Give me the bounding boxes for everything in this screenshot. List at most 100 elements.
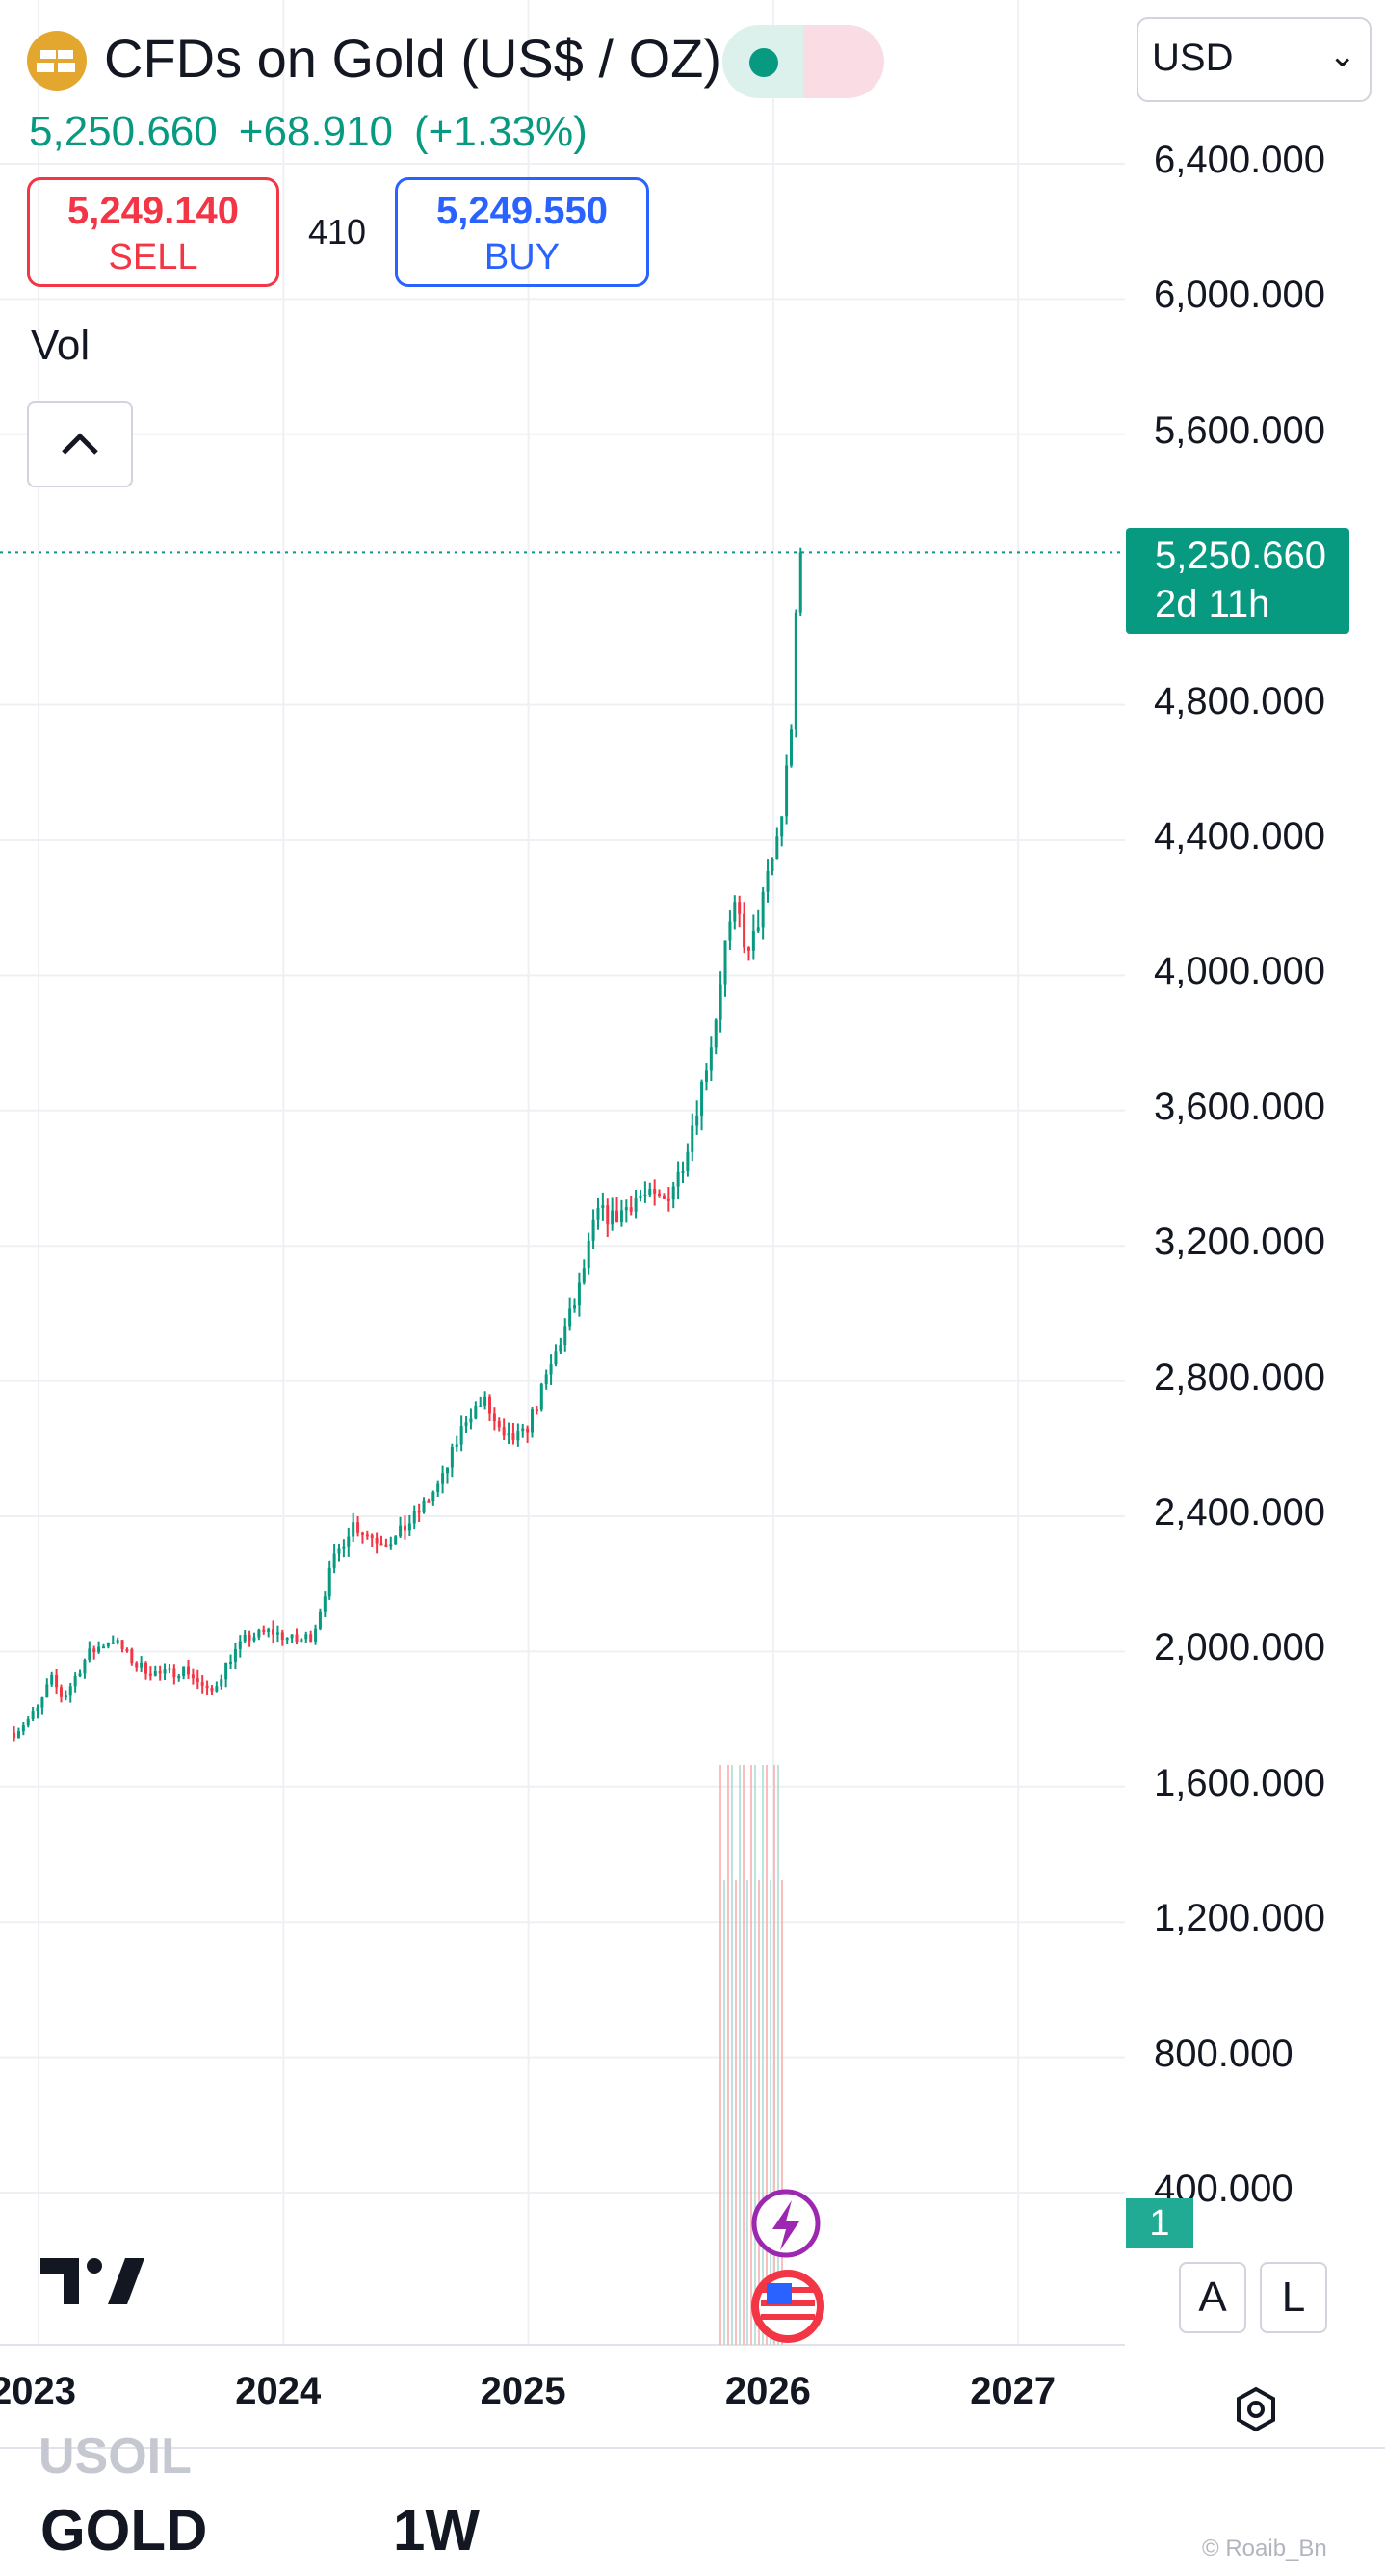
candle-body [436,1483,440,1492]
candle-body [422,1500,426,1513]
candle-body [300,1639,303,1643]
candle-body [314,1628,318,1642]
candle-body [342,1546,346,1549]
currency-select[interactable]: USD ⌄ [1137,17,1372,102]
candle-body [153,1670,157,1676]
symbol-title[interactable]: CFDs on Gold (US$ / OZ) [104,28,722,89]
auto-scale-button[interactable]: A [1179,2262,1246,2333]
volume-bars [719,1765,783,2345]
lightning-icon[interactable] [751,2189,821,2258]
candle-body [733,902,737,922]
bottom-toolbar [0,2447,1385,2576]
candle-body [606,1205,610,1225]
candle-body [780,816,784,837]
candle-body [445,1467,449,1474]
log-scale-button[interactable]: L [1260,2262,1327,2333]
price-tick-label: 800.000 [1154,2032,1294,2075]
candle-body [441,1473,445,1484]
candle-body [304,1634,308,1640]
previous-ticker[interactable]: USOIL [39,2429,192,2484]
candle-body [332,1553,336,1568]
price-tick-label: 4,400.000 [1154,815,1325,857]
candle-body [347,1536,351,1547]
candle-body [220,1679,223,1687]
candle-body [191,1674,195,1679]
price-tick-label: 6,000.000 [1154,274,1325,317]
candle-body [135,1663,139,1668]
buy-button[interactable]: 5,249.550 BUY [395,177,649,287]
candle-body [280,1632,284,1641]
candle-body [229,1661,233,1664]
candle-body [714,1019,718,1048]
candle-body [92,1648,96,1653]
price-change-pct: (+1.33%) [414,108,588,155]
candle-body [587,1240,590,1269]
candle-body [412,1511,416,1524]
candle-body [653,1189,657,1194]
candle-body [563,1326,567,1346]
candle-body [148,1673,152,1676]
candle-series [13,547,802,1742]
candle-body [205,1685,209,1689]
candle-body [771,858,774,871]
market-status-pill[interactable]: ≈ [722,25,884,98]
candle-body [648,1189,652,1196]
candle-body [55,1674,59,1688]
price-tick-label: 4,800.000 [1154,679,1325,723]
candle-body [243,1634,247,1642]
candle-body [469,1418,473,1423]
candle-body [101,1646,105,1649]
candle-body [384,1544,388,1547]
chevron-down-icon: ⌄ [1328,38,1357,74]
candle-body [728,921,732,941]
candle-body [97,1646,101,1653]
candle-body [177,1675,181,1678]
sell-button[interactable]: 5,249.140 SELL [27,177,279,287]
candle-body [59,1687,63,1697]
tradingview-logo-icon[interactable] [40,2258,144,2304]
candle-body [671,1186,675,1200]
candle-body [365,1534,369,1537]
interval-button[interactable]: 1W [393,2498,480,2563]
candle-body [399,1525,403,1537]
candle-body [549,1364,553,1375]
candle-body [554,1351,558,1365]
candle-body [746,947,750,951]
buy-label: BUY [483,237,561,277]
candle-body [267,1629,271,1632]
time-tick-label: 2025 [480,2370,566,2412]
candle-body [200,1682,204,1686]
candle-body [531,1409,535,1433]
collapse-legend-button[interactable] [27,401,133,487]
candle-body [643,1195,647,1197]
time-tick-label: 2023 [0,2370,76,2412]
settings-hexagon-icon[interactable] [1237,2386,1275,2432]
candle-body [36,1707,39,1712]
candle-body [658,1193,662,1196]
candle-body [68,1686,72,1696]
candle-body [789,729,793,766]
price-tick-label: 2,800.000 [1154,1355,1325,1399]
candle-body [210,1688,214,1692]
volume-indicator-label[interactable]: Vol [31,322,91,369]
candle-body [582,1268,586,1283]
candle-body [723,940,727,985]
candle-body [511,1433,515,1441]
candle-body [389,1544,393,1547]
candle-body [64,1695,67,1698]
candle-body [172,1668,176,1678]
price-tick-label: 1,600.000 [1154,1761,1325,1804]
series-count-badge: 1 [1126,2198,1193,2248]
candle-body [238,1641,242,1649]
candle-body [16,1731,20,1739]
candle-body [187,1666,191,1675]
us-flag-icon[interactable] [751,2270,824,2343]
candle-body [144,1662,148,1674]
candle-body [526,1428,530,1433]
candle-body [615,1210,619,1222]
candle-body [50,1674,54,1685]
candle-body [88,1648,91,1661]
watermark: © Roaib_Bn [1202,2536,1327,2562]
current-ticker[interactable]: GOLD [40,2498,208,2563]
price-change: +68.910 [238,108,394,155]
